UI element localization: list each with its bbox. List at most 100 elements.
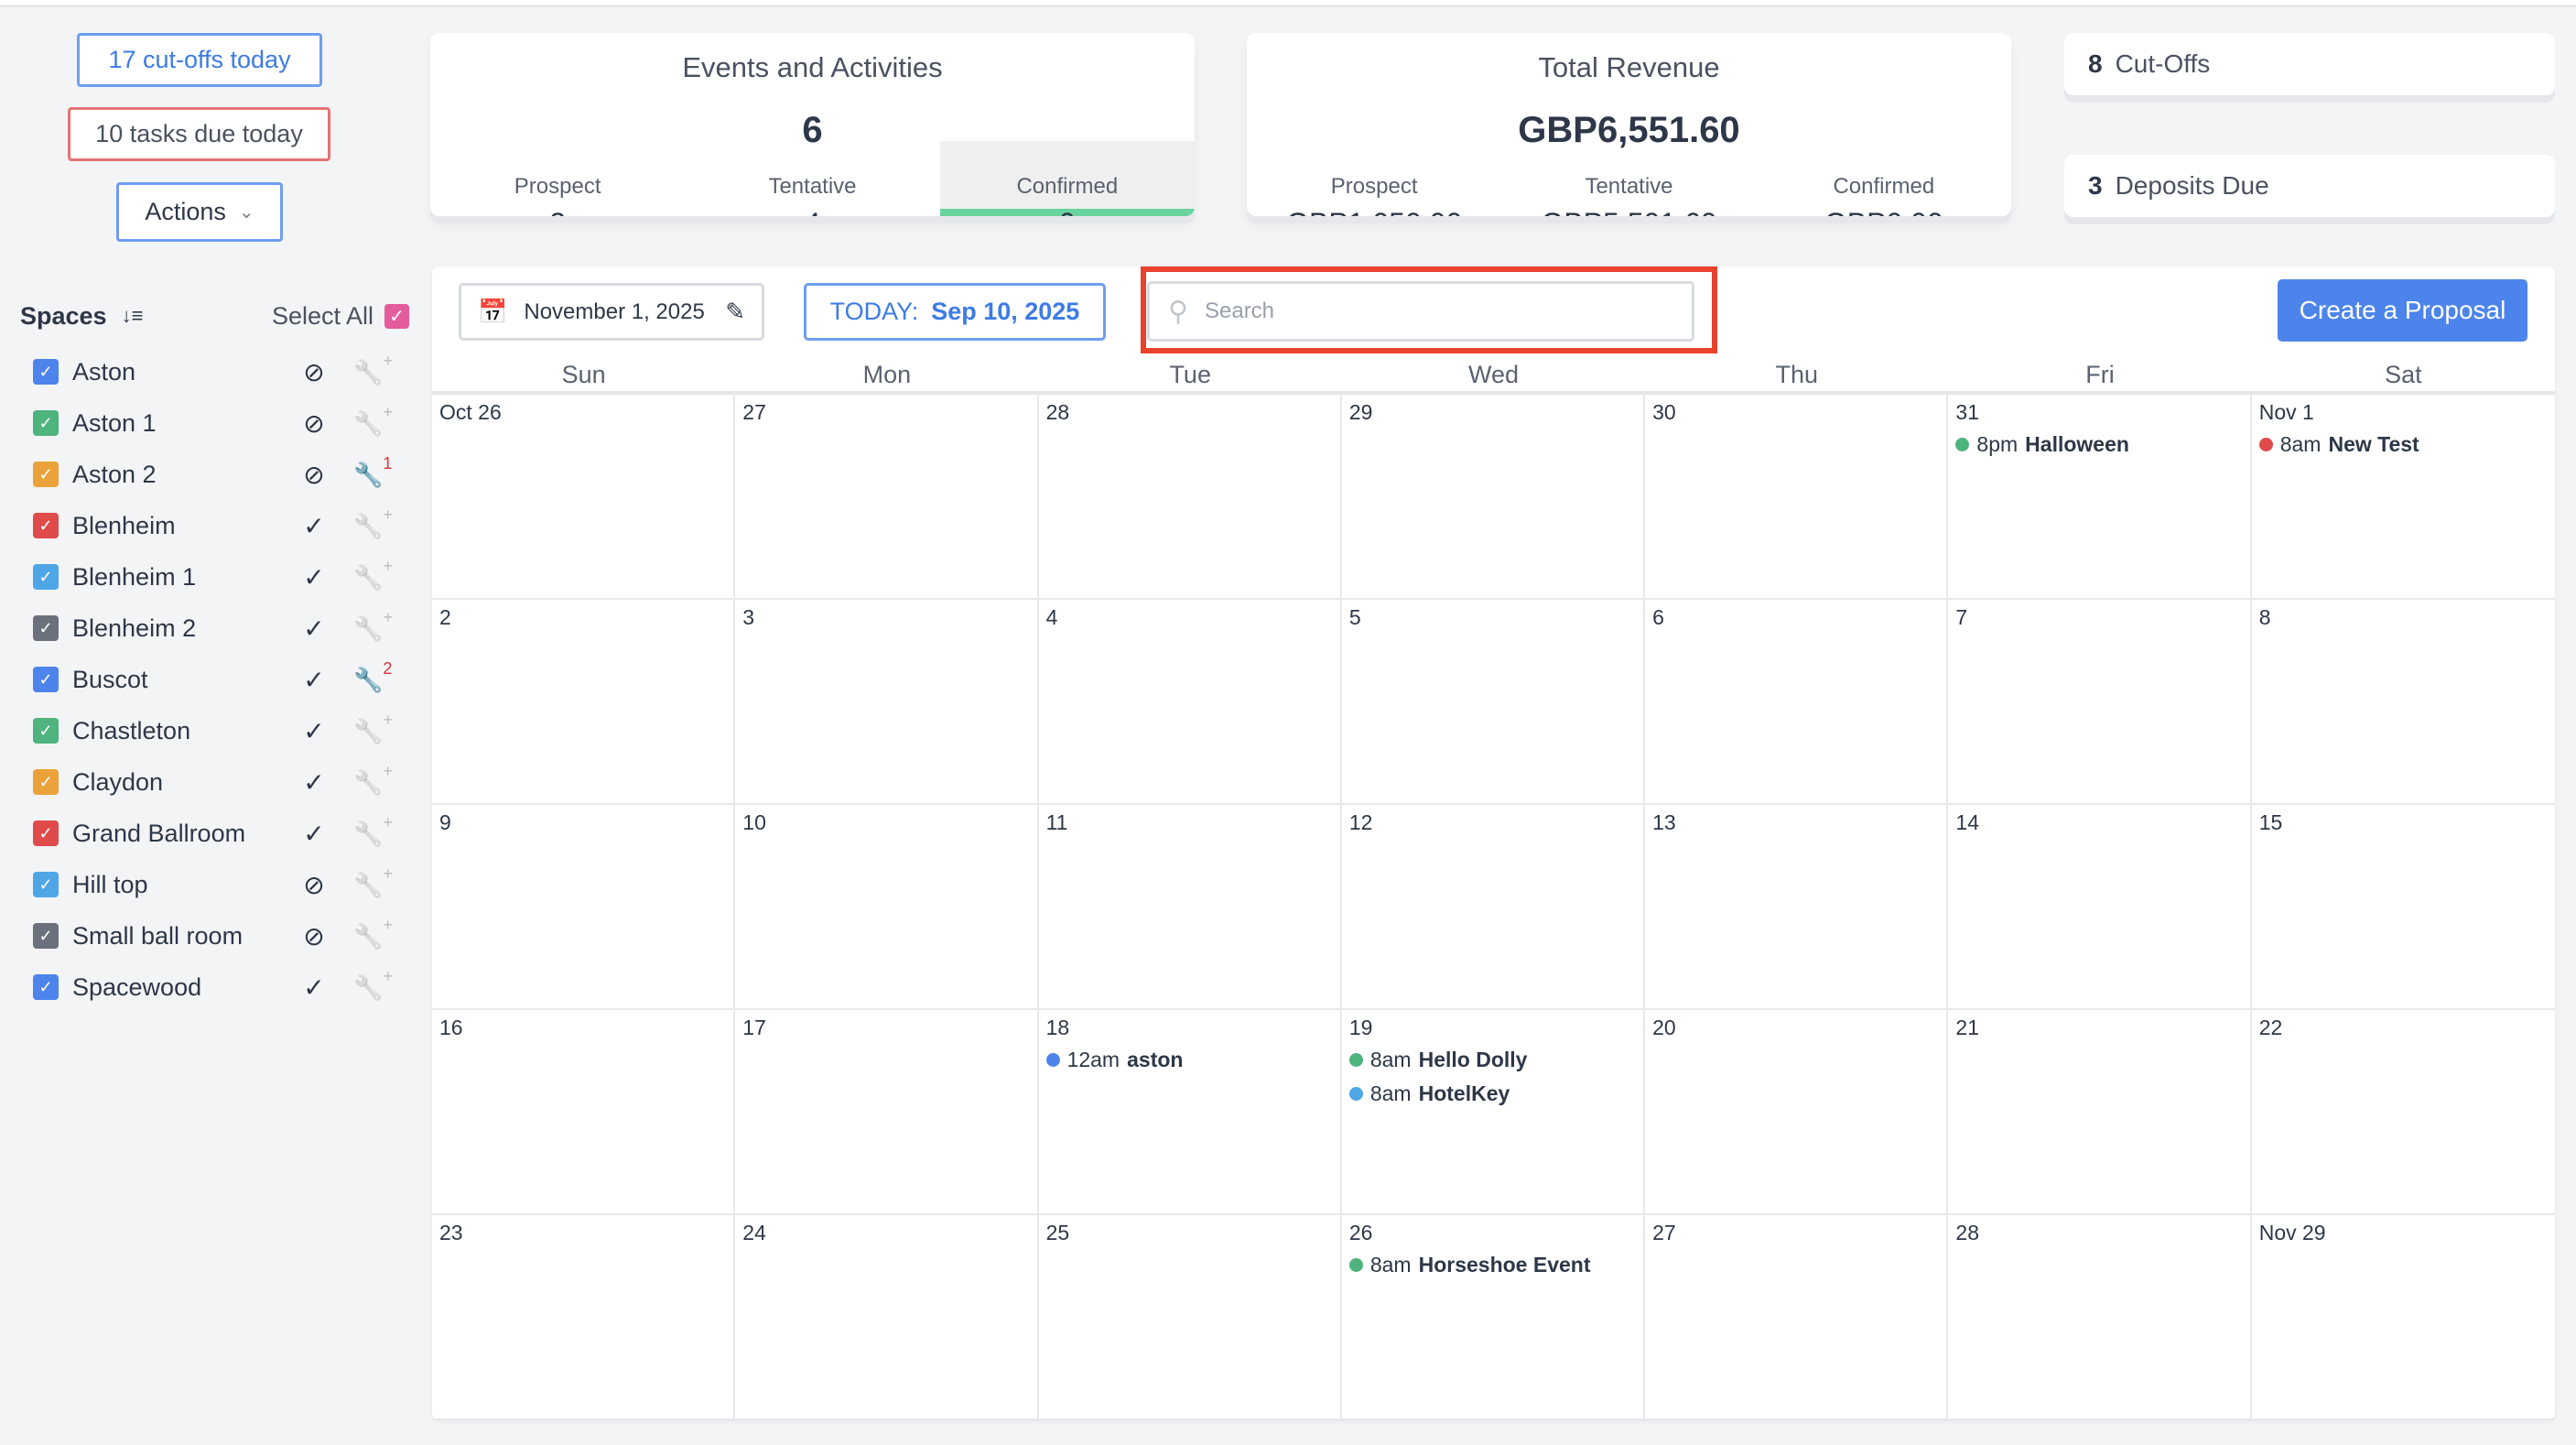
day-cell[interactable]: 24	[735, 1215, 1039, 1420]
day-cell[interactable]: 4	[1038, 600, 1342, 805]
space-checkbox[interactable]: ✓	[33, 564, 59, 590]
deposits-card[interactable]: 3 Deposits Due	[2064, 155, 2555, 217]
wrench-icon[interactable]: 🔧+	[353, 761, 393, 797]
wrench-icon[interactable]: 🔧1	[353, 453, 393, 489]
day-cell[interactable]: 18 12am aston	[1038, 1010, 1342, 1215]
today-button[interactable]: TODAY: Sep 10, 2025	[804, 283, 1106, 341]
day-cell[interactable]: 2	[432, 600, 736, 805]
calendar-event[interactable]: 12am aston	[1045, 1048, 1333, 1072]
day-cell[interactable]: 6	[1645, 600, 1949, 805]
day-cell[interactable]: 25	[1038, 1215, 1342, 1420]
wrench-icon[interactable]: 🔧+	[353, 607, 393, 643]
day-number: 4	[1045, 605, 1058, 629]
day-cell[interactable]: 31 8pm Halloween	[1948, 395, 2252, 600]
day-cell[interactable]: 19 8am Hello Dolly 8am HotelKey	[1341, 1010, 1646, 1215]
calendar-event[interactable]: 8am HotelKey	[1348, 1081, 1636, 1106]
space-checkbox[interactable]: ✓	[33, 718, 59, 744]
wrench-icon[interactable]: 🔧+	[353, 915, 393, 951]
events-prospect[interactable]: Prospect 2	[430, 141, 685, 216]
space-item[interactable]: ✓ Blenheim 1 ✓ 🔧+	[33, 556, 408, 595]
calendar-event[interactable]: 8am New Test	[2258, 432, 2548, 457]
wrench-icon[interactable]: 🔧+	[353, 402, 393, 438]
wrench-icon[interactable]: 🔧+	[353, 864, 393, 899]
space-checkbox[interactable]: ✓	[33, 667, 59, 692]
space-item[interactable]: ✓ Hill top ⊘ 🔧+	[33, 864, 408, 903]
space-checkbox[interactable]: ✓	[33, 872, 59, 897]
day-cell[interactable]: 11	[1038, 805, 1342, 1010]
space-item[interactable]: ✓ Aston 1 ⊘ 🔧+	[33, 402, 408, 441]
wrench-icon[interactable]: 🔧+	[353, 351, 393, 386]
space-item[interactable]: ✓ Aston 2 ⊘ 🔧1	[33, 453, 408, 493]
day-number: 25	[1045, 1221, 1070, 1244]
space-name: Spacewood	[72, 972, 202, 1001]
day-cell[interactable]: 29	[1341, 395, 1646, 600]
day-cell[interactable]: 28	[1038, 395, 1342, 600]
wrench-icon[interactable]: 🔧+	[353, 556, 393, 592]
tasks-due-button[interactable]: 10 tasks due today	[68, 107, 330, 161]
space-checkbox[interactable]: ✓	[33, 410, 59, 436]
day-cell[interactable]: 22	[2251, 1010, 2555, 1215]
day-cell[interactable]: 3	[735, 600, 1039, 805]
wrench-icon[interactable]: 🔧+	[353, 812, 393, 848]
wrench-icon[interactable]: 🔧+	[353, 710, 393, 745]
cutoffs-today-button[interactable]: 17 cut-offs today	[77, 33, 322, 87]
space-item[interactable]: ✓ Chastleton ✓ 🔧+	[33, 710, 408, 749]
day-cell[interactable]: 10	[735, 805, 1039, 1010]
space-item[interactable]: ✓ Small ball room ⊘ 🔧+	[33, 915, 408, 954]
day-cell[interactable]: 27	[735, 395, 1039, 600]
events-confirmed[interactable]: Confirmed 0	[939, 141, 1195, 216]
event-title: Halloween	[2025, 432, 2129, 456]
space-checkbox[interactable]: ✓	[33, 462, 59, 487]
space-item[interactable]: ✓ Aston ⊘ 🔧+	[33, 351, 408, 390]
space-checkbox[interactable]: ✓	[33, 923, 59, 949]
space-checkbox[interactable]: ✓	[33, 615, 59, 641]
day-cell[interactable]: 28	[1948, 1215, 2252, 1420]
space-checkbox[interactable]: ✓	[33, 974, 59, 1000]
day-cell[interactable]: 26 8am Horseshoe Event	[1341, 1215, 1646, 1420]
day-cell[interactable]: 14	[1948, 805, 2252, 1010]
search-input[interactable]: ⚲ Search	[1147, 281, 1694, 342]
day-cell[interactable]: 27	[1645, 1215, 1949, 1420]
day-cell[interactable]: 21	[1948, 1010, 2252, 1215]
space-item[interactable]: ✓ Blenheim ✓ 🔧+	[33, 505, 408, 544]
calendar-event[interactable]: 8am Hello Dolly	[1348, 1048, 1636, 1072]
day-cell[interactable]: 8	[2251, 600, 2555, 805]
day-cell[interactable]: 20	[1645, 1010, 1949, 1215]
day-cell[interactable]: 7	[1948, 600, 2252, 805]
day-cell[interactable]: 9	[432, 805, 736, 1010]
space-item[interactable]: ✓ Claydon ✓ 🔧+	[33, 761, 408, 800]
space-checkbox[interactable]: ✓	[33, 769, 59, 795]
day-cell[interactable]: 15	[2251, 805, 2555, 1010]
calendar-event[interactable]: 8pm Halloween	[1955, 432, 2242, 457]
events-tentative[interactable]: Tentative 4	[685, 141, 939, 216]
day-cell[interactable]: 16	[432, 1010, 736, 1215]
date-picker[interactable]: 📅 November 1, 2025 ✎	[459, 283, 764, 341]
sort-icon[interactable]: ↓≡	[121, 304, 144, 327]
space-item[interactable]: ✓ Spacewood ✓ 🔧+	[33, 966, 408, 1005]
space-item[interactable]: ✓ Grand Ballroom ✓ 🔧+	[33, 812, 408, 852]
create-proposal-button[interactable]: Create a Proposal	[2278, 279, 2527, 342]
day-cell[interactable]: Nov 1 8am New Test	[2251, 395, 2555, 600]
day-cell[interactable]: Nov 29	[2251, 1215, 2555, 1420]
day-cell[interactable]: 5	[1341, 600, 1646, 805]
wrench-icon[interactable]: 🔧+	[353, 966, 393, 1002]
cutoffs-card[interactable]: 8 Cut-Offs	[2064, 33, 2555, 95]
wrench-icon[interactable]: 🔧2	[353, 658, 393, 694]
space-item[interactable]: ✓ Blenheim 2 ✓ 🔧+	[33, 607, 408, 646]
day-cell[interactable]: 23	[432, 1215, 736, 1420]
day-cell[interactable]: Oct 26	[432, 395, 736, 600]
actions-dropdown[interactable]: Actions ⌄	[116, 182, 283, 242]
day-cell[interactable]: 12	[1341, 805, 1646, 1010]
select-all-checkbox[interactable]: ✓	[384, 303, 409, 329]
day-number: 11	[1045, 810, 1068, 834]
space-checkbox[interactable]: ✓	[33, 820, 59, 846]
space-checkbox[interactable]: ✓	[33, 359, 59, 385]
calendar-event[interactable]: 8am Horseshoe Event	[1348, 1253, 1636, 1277]
space-checkbox[interactable]: ✓	[33, 513, 59, 538]
day-cell[interactable]: 17	[735, 1010, 1039, 1215]
wrench-icon[interactable]: 🔧+	[353, 505, 393, 540]
day-cell[interactable]: 13	[1645, 805, 1949, 1010]
pencil-icon[interactable]: ✎	[725, 298, 745, 325]
space-item[interactable]: ✓ Buscot ✓ 🔧2	[33, 658, 408, 698]
day-cell[interactable]: 30	[1645, 395, 1949, 600]
